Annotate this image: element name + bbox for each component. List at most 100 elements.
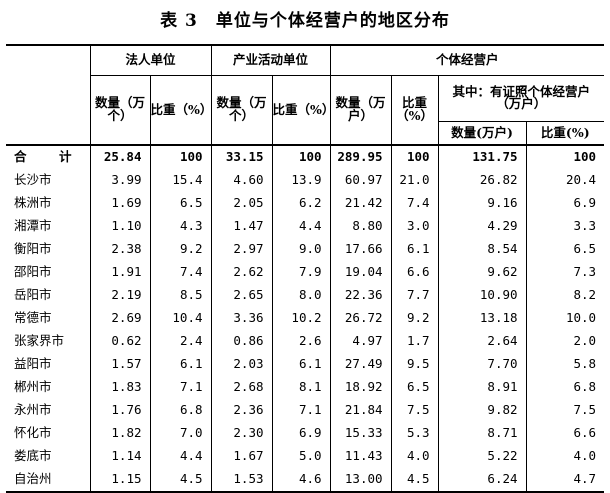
individual-qty-cell: 21.84 — [330, 399, 392, 422]
individual-ratio-cell: 21.0 — [391, 169, 439, 192]
region-cell: 自治州 — [6, 468, 91, 493]
region-cell: 张家界市 — [6, 330, 91, 353]
individual-qty-cell: 11.43 — [330, 445, 392, 468]
legal-ratio-cell: 15.4 — [150, 169, 212, 192]
table-row: 怀化市 1.82 7.0 2.30 6.9 15.33 5.3 8.71 6.6 — [6, 422, 604, 445]
certified-qty-cell: 6.24 — [438, 468, 527, 493]
header-individual-ratio: 比重（%） — [391, 75, 439, 146]
individual-ratio-cell: 7.4 — [391, 192, 439, 215]
individual-ratio-cell: 9.5 — [391, 353, 439, 376]
header-legal-units: 法人单位 — [90, 44, 212, 76]
activity-qty-cell: 2.68 — [211, 376, 273, 399]
region-cell: 娄底市 — [6, 445, 91, 468]
table-row: 岳阳市 2.19 8.5 2.65 8.0 22.36 7.7 10.90 8.2 — [6, 284, 604, 307]
certified-ratio-cell: 6.5 — [573, 241, 597, 257]
certified-ratio-cell: 6.9 — [573, 195, 597, 211]
activity-ratio-cell: 5.0 — [272, 445, 331, 468]
activity-ratio-cell: 6.9 — [272, 422, 331, 445]
table-row: 张家界市 0.62 2.4 0.86 2.6 4.97 1.7 2.64 2.0 — [6, 330, 604, 353]
activity-qty-cell: 2.03 — [211, 353, 273, 376]
individual-ratio-cell: 6.6 — [391, 261, 439, 284]
table-row: 益阳市 1.57 6.1 2.03 6.1 27.49 9.5 7.70 5.8 — [6, 353, 604, 376]
activity-qty-cell: 2.36 — [211, 399, 273, 422]
legal-ratio-cell: 4.3 — [150, 215, 212, 238]
activity-ratio-cell: 9.0 — [272, 238, 331, 261]
header-legal-ratio: 比重（%） — [150, 75, 212, 146]
certified-qty-cell: 10.90 — [438, 284, 527, 307]
legal-qty-cell: 1.83 — [90, 376, 151, 399]
legal-ratio-cell: 100 — [150, 145, 212, 169]
activity-ratio-cell: 6.1 — [272, 353, 331, 376]
individual-ratio-cell: 4.0 — [391, 445, 439, 468]
individual-ratio-cell: 3.0 — [391, 215, 439, 238]
certified-ratio-cell: 10.0 — [565, 310, 597, 326]
table-row: 郴州市 1.83 7.1 2.68 8.1 18.92 6.5 8.91 6.8 — [6, 376, 604, 399]
certified-ratio-cell: 8.2 — [573, 287, 597, 303]
certified-qty-cell: 9.82 — [438, 399, 527, 422]
certified-qty-cell: 8.54 — [438, 238, 527, 261]
legal-ratio-cell: 7.1 — [150, 376, 212, 399]
individual-qty-cell: 21.42 — [330, 192, 392, 215]
legal-ratio-cell: 6.5 — [150, 192, 212, 215]
activity-qty-cell: 1.67 — [211, 445, 273, 468]
legal-ratio-cell: 4.4 — [150, 445, 212, 468]
individual-qty-cell: 15.33 — [330, 422, 392, 445]
total-row: 合 计 25.84 100 33.15 100 289.95 100 131.75 100 — [6, 145, 604, 169]
header-individual-households: 个体经营户 — [330, 44, 605, 76]
table-title: 表 3 单位与个体经营户的地区分布 — [160, 11, 450, 31]
legal-ratio-cell: 9.2 — [150, 238, 212, 261]
region-cell: 湘潭市 — [6, 215, 91, 238]
table-row: 株洲市 1.69 6.5 2.05 6.2 21.42 7.4 9.16 6.9 — [6, 192, 604, 215]
region-cell: 岳阳市 — [6, 284, 91, 307]
individual-ratio-cell: 7.5 — [391, 399, 439, 422]
certified-ratio-cell: 7.3 — [573, 264, 597, 280]
legal-qty-cell: 1.82 — [90, 422, 151, 445]
certified-ratio-cell: 6.6 — [573, 425, 597, 441]
table-row: 衡阳市 2.38 9.2 2.97 9.0 17.66 6.1 8.54 6.5 — [6, 238, 604, 261]
activity-ratio-cell: 2.6 — [272, 330, 331, 353]
certified-qty-cell: 13.18 — [438, 307, 527, 330]
individual-ratio-cell: 4.5 — [391, 468, 439, 493]
activity-ratio-cell: 7.9 — [272, 261, 331, 284]
legal-ratio-cell: 10.4 — [150, 307, 212, 330]
table-row: 娄底市 1.14 4.4 1.67 5.0 11.43 4.0 5.22 4.0 — [6, 445, 604, 468]
certified-ratio-cell: 5.8 — [573, 356, 597, 372]
legal-ratio-cell: 7.4 — [150, 261, 212, 284]
individual-ratio-cell: 7.7 — [391, 284, 439, 307]
individual-ratio-cell: 5.3 — [391, 422, 439, 445]
activity-qty-cell: 2.62 — [211, 261, 273, 284]
individual-qty-cell: 27.49 — [330, 353, 392, 376]
certified-ratio-cell: 2.0 — [573, 333, 597, 349]
activity-qty-cell: 2.05 — [211, 192, 273, 215]
legal-qty-cell: 2.38 — [90, 238, 151, 261]
certified-ratio-cell: 20.4 — [565, 172, 597, 188]
legal-ratio-cell: 7.0 — [150, 422, 212, 445]
individual-qty-cell: 289.95 — [330, 145, 392, 169]
activity-ratio-cell: 10.2 — [272, 307, 331, 330]
table-row: 自治州 1.15 4.5 1.53 4.6 13.00 4.5 6.24 4.7 — [6, 468, 605, 493]
certified-ratio-cell: 6.8 — [573, 379, 597, 395]
header-certified-ratio: 比重(%) — [526, 121, 605, 146]
region-cell: 怀化市 — [6, 422, 91, 445]
certified-qty-cell: 131.75 — [438, 145, 527, 169]
header-certified: 其中：有证照个体经营户（万户） — [438, 75, 605, 122]
certified-ratio-cell: 100 — [573, 149, 597, 165]
legal-ratio-cell: 2.4 — [150, 330, 212, 353]
individual-ratio-cell: 9.2 — [391, 307, 439, 330]
activity-qty-cell: 33.15 — [211, 145, 273, 169]
legal-qty-cell: 1.15 — [90, 468, 151, 493]
individual-qty-cell: 22.36 — [330, 284, 392, 307]
certified-qty-cell: 5.22 — [438, 445, 527, 468]
legal-ratio-cell: 6.8 — [150, 399, 212, 422]
activity-qty-cell: 2.97 — [211, 238, 273, 261]
individual-qty-cell: 18.92 — [330, 376, 392, 399]
activity-qty-cell: 2.30 — [211, 422, 273, 445]
legal-ratio-cell: 6.1 — [150, 353, 212, 376]
certified-qty-cell: 8.71 — [438, 422, 527, 445]
activity-qty-cell: 0.86 — [211, 330, 273, 353]
individual-qty-cell: 19.04 — [330, 261, 392, 284]
region-cell: 益阳市 — [6, 353, 91, 376]
activity-qty-cell: 1.53 — [211, 468, 273, 493]
header-certified-qty: 数量(万户) — [438, 121, 527, 146]
activity-ratio-cell: 4.6 — [272, 468, 331, 493]
